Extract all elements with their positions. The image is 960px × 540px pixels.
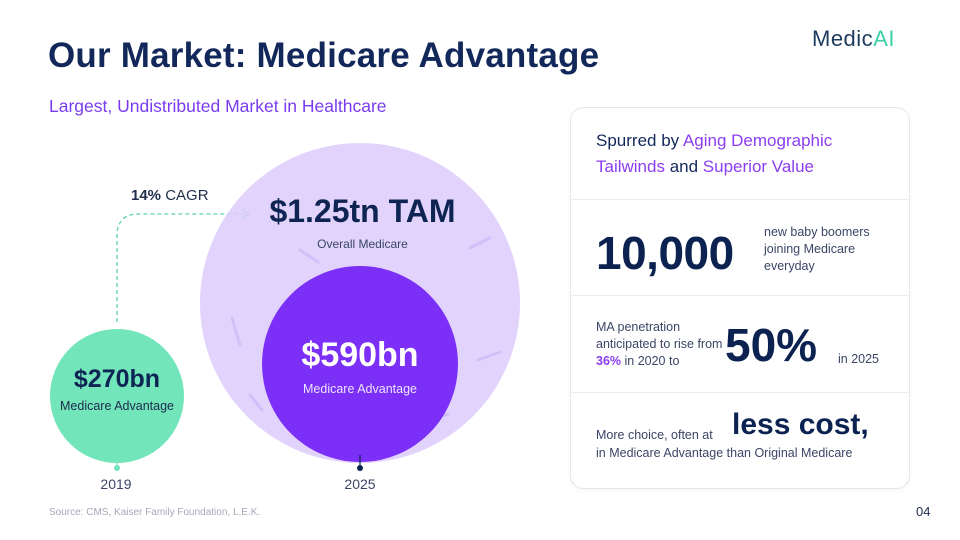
year-label-2025: 2025 xyxy=(344,476,376,492)
ma-2025-label: Medicare Advantage xyxy=(303,382,417,396)
stat-cost-text: in Medicare Advantage than Original Medi… xyxy=(596,446,853,460)
stat-penetration-suffix: in 2025 xyxy=(838,352,880,366)
tick-2025-dot xyxy=(357,465,363,471)
stat-penetration-value: 50% xyxy=(725,319,818,371)
stat-cost-value: less cost, xyxy=(732,408,869,441)
year-label-2019: 2019 xyxy=(100,476,132,492)
card-divider xyxy=(571,392,909,393)
cagr-connector-line xyxy=(116,213,246,322)
card-headline: Spurred by Aging Demographic Tailwinds a… xyxy=(596,131,833,176)
ma-2025-bubble xyxy=(262,266,458,462)
ma-2019-value: $270bn xyxy=(73,365,161,393)
stat-penetration-text: MA penetration anticipated to rise from … xyxy=(596,320,723,368)
ma-2019-label: Medicare Advantage xyxy=(60,399,174,413)
stat-cost-prefix: More choice, often at xyxy=(596,428,713,442)
company-logo: MedicAI xyxy=(812,26,895,51)
ma-2019-bubble xyxy=(50,329,184,463)
stats-card: Spurred by Aging Demographic Tailwinds a… xyxy=(570,107,910,489)
source-note: Source: CMS, Kaiser Family Foundation, L… xyxy=(49,507,261,518)
page-subtitle: Largest, Undistributed Market in Healthc… xyxy=(49,96,387,116)
tam-label: Overall Medicare xyxy=(317,237,408,251)
cagr-text: CAGR xyxy=(165,187,209,204)
tam-value: $1.25tn TAM xyxy=(269,193,456,229)
stat-baby-boomers-value: 10,000 xyxy=(596,227,734,279)
page-number: 04 xyxy=(916,504,931,519)
cagr-label: 14% CAGR xyxy=(131,187,209,204)
tick-2019-dot xyxy=(114,465,120,471)
card-divider xyxy=(571,295,909,296)
stat-baby-boomers-text: new baby boomers joining Medicare everyd… xyxy=(764,225,870,273)
card-divider xyxy=(571,199,909,200)
ma-2025-value: $590bn xyxy=(301,336,419,374)
cagr-value: 14% xyxy=(131,187,162,204)
page-title: Our Market: Medicare Advantage xyxy=(48,36,600,75)
stat-penetration-highlight: 36% xyxy=(596,354,622,368)
